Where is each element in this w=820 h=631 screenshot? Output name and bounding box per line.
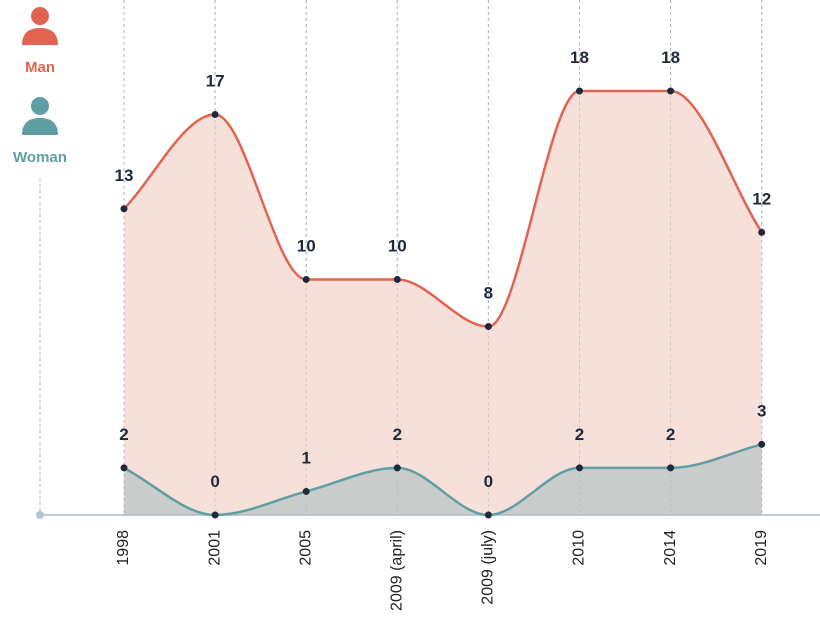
point [484, 511, 492, 519]
point [211, 511, 219, 519]
icon-head [31, 7, 49, 25]
point [120, 464, 128, 472]
x-tick-label: 2010 [571, 530, 588, 566]
x-tick-label: 2009 (july) [480, 530, 497, 605]
legend: Man Woman [13, 7, 67, 166]
value-label: 3 [757, 401, 766, 420]
legend-label: Man [25, 59, 55, 76]
value-label: 0 [484, 472, 493, 491]
point [393, 275, 401, 283]
point [576, 87, 583, 95]
x-tick-label: 2014 [662, 530, 679, 566]
point [120, 205, 128, 213]
value-label: 10 [297, 236, 316, 255]
value-label: 13 [115, 166, 134, 185]
legend-icon [22, 97, 58, 135]
value-label: 18 [570, 48, 589, 67]
value-label: 1 [301, 448, 310, 467]
point [302, 275, 310, 283]
legend-icon [22, 7, 58, 45]
value-label: 2 [119, 425, 128, 444]
point [211, 111, 219, 119]
point [758, 440, 766, 448]
value-label: 2 [575, 425, 584, 444]
icon-head [31, 97, 49, 115]
value-label: 12 [752, 189, 771, 208]
x-tick-label: 2019 [753, 530, 770, 566]
value-label: 18 [661, 48, 680, 67]
point [667, 87, 675, 95]
value-label: 17 [206, 72, 225, 91]
value-label: 2 [393, 425, 402, 444]
x-tick-label: 2001 [206, 530, 223, 566]
point [758, 228, 766, 236]
legend-label: Woman [13, 149, 67, 166]
baseline-dot [36, 511, 44, 519]
line [123, 89, 763, 328]
line [123, 443, 763, 517]
point [484, 323, 492, 331]
point [393, 464, 401, 472]
x-tick-label: 2005 [297, 530, 314, 566]
value-label: 2 [666, 425, 675, 444]
icon-body [22, 28, 58, 45]
value-label: 10 [388, 236, 407, 255]
point [576, 464, 583, 472]
area [124, 444, 762, 515]
icon-body [22, 118, 58, 135]
value-label: 0 [210, 472, 219, 491]
point [302, 487, 310, 495]
value-label: 8 [484, 284, 493, 303]
x-tick-label: 2009 (april) [389, 530, 406, 611]
point [667, 464, 675, 472]
x-tick-label: 1998 [115, 530, 132, 566]
